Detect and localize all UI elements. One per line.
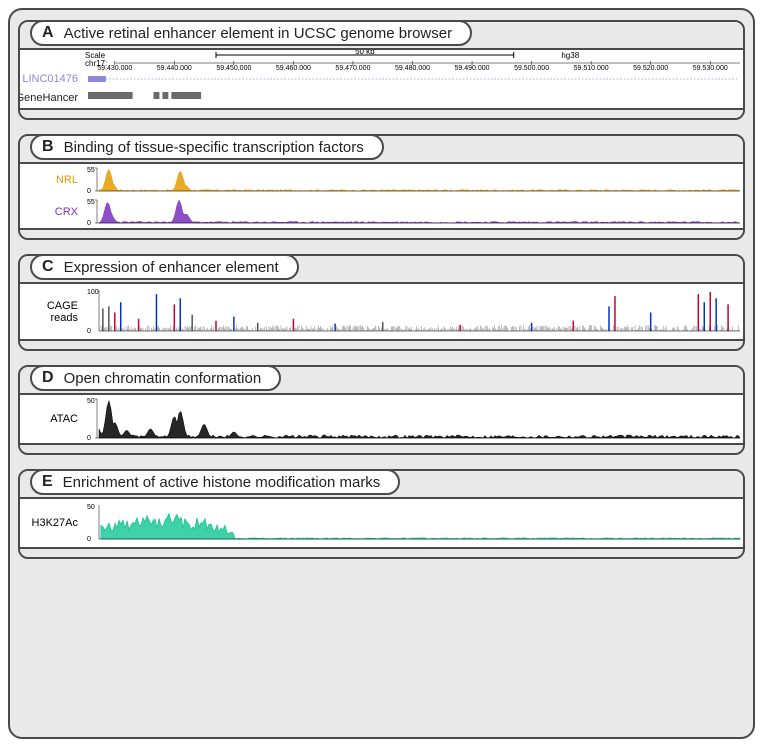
panel-E-body: H3K27Ac 50 0 <box>20 499 743 547</box>
linc-label: LINC01476 <box>20 70 82 88</box>
svg-text:0: 0 <box>87 536 91 543</box>
svg-text:0: 0 <box>87 188 91 195</box>
svg-text:0: 0 <box>87 220 91 227</box>
panel-E-footer <box>20 547 743 557</box>
panel-B-body: NRL 55 0 CRX 55 0 <box>20 164 743 228</box>
panel-D-title-pill: D Open chromatin conformation <box>30 365 281 391</box>
panel-A: A Active retinal enhancer element in UCS… <box>18 20 745 120</box>
panel-E-title-pill: E Enrichment of active histone modificat… <box>30 469 400 495</box>
gh-track <box>82 88 743 108</box>
panel-A-title-pill: A Active retinal enhancer element in UCS… <box>30 20 472 46</box>
panel-C-title: Expression of enhancer element <box>64 259 279 276</box>
linc-track <box>82 70 743 88</box>
h3k-track: 50 0 <box>82 499 743 547</box>
svg-text:50: 50 <box>87 398 95 405</box>
panel-A-letter: A <box>42 24 54 42</box>
cage-track: 100 0 <box>82 284 743 339</box>
svg-text:0: 0 <box>87 435 91 442</box>
panel-E-title: Enrichment of active histone modificatio… <box>63 474 381 491</box>
panel-C-letter: C <box>42 258 54 276</box>
svg-text:50 kb: 50 kb <box>355 50 375 56</box>
figure-container: A Active retinal enhancer element in UCS… <box>8 8 755 739</box>
panel-B-footer <box>20 228 743 238</box>
panel-D: D Open chromatin conformation ATAC 50 0 <box>18 365 745 455</box>
cage-label-2: reads <box>50 312 78 324</box>
cage-label: CAGE reads <box>20 284 82 339</box>
panel-E-header: E Enrichment of active histone modificat… <box>20 471 743 499</box>
atac-label: ATAC <box>20 395 82 443</box>
svg-text:50: 50 <box>87 504 95 511</box>
panel-B-header: B Binding of tissue-specific transcripti… <box>20 136 743 164</box>
svg-text:100: 100 <box>87 289 99 296</box>
svg-text:55: 55 <box>87 199 95 206</box>
svg-text:hg38: hg38 <box>561 51 579 60</box>
panel-D-body: ATAC 50 0 <box>20 395 743 443</box>
panel-A-body: Scalechr17:50 kbhg3859,430,00059,440,000… <box>20 50 743 108</box>
crx-label: CRX <box>20 196 82 228</box>
atac-track: 50 0 <box>82 395 743 443</box>
nrl-label: NRL <box>20 164 82 196</box>
panel-C-body: CAGE reads 100 0 <box>20 284 743 339</box>
svg-text:55: 55 <box>87 167 95 174</box>
panel-A-scale: Scalechr17:50 kbhg3859,430,00059,440,000… <box>82 50 743 70</box>
h3k-label: H3K27Ac <box>20 499 82 547</box>
nrl-track: 55 0 <box>82 164 743 196</box>
gh-label: GeneHancer <box>20 88 82 108</box>
panel-D-title: Open chromatin conformation <box>64 370 262 387</box>
panel-A-footer <box>20 108 743 118</box>
panel-C-header: C Expression of enhancer element <box>20 256 743 284</box>
panel-A-title: Active retinal enhancer element in UCSC … <box>64 25 453 42</box>
panel-B-letter: B <box>42 138 54 156</box>
crx-track: 55 0 <box>82 196 743 228</box>
panel-B: B Binding of tissue-specific transcripti… <box>18 134 745 240</box>
panel-C-footer <box>20 339 743 349</box>
panel-D-footer <box>20 443 743 453</box>
panel-E: E Enrichment of active histone modificat… <box>18 469 745 559</box>
panel-C-title-pill: C Expression of enhancer element <box>30 254 299 280</box>
panel-C: C Expression of enhancer element CAGE re… <box>18 254 745 351</box>
panel-A-scale-label-col <box>20 50 82 70</box>
panel-A-header: A Active retinal enhancer element in UCS… <box>20 22 743 50</box>
panel-B-title: Binding of tissue-specific transcription… <box>64 139 364 156</box>
panel-D-letter: D <box>42 369 54 387</box>
panel-D-header: D Open chromatin conformation <box>20 367 743 395</box>
panel-E-letter: E <box>42 473 53 491</box>
panel-B-title-pill: B Binding of tissue-specific transcripti… <box>30 134 384 160</box>
svg-text:0: 0 <box>87 328 91 335</box>
cage-label-1: CAGE <box>47 300 78 312</box>
